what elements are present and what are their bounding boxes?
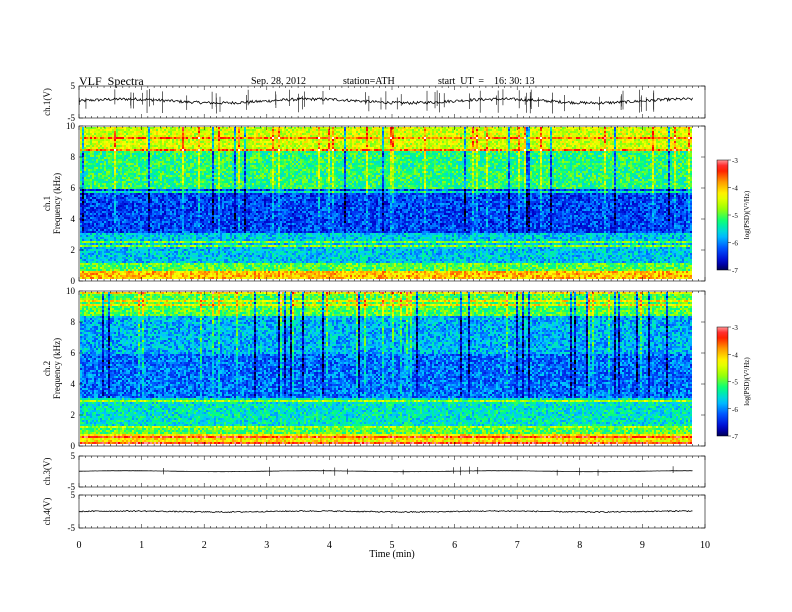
x-tick-label: 1 [139, 540, 144, 551]
y-tick-label: 0 [71, 276, 76, 286]
ch1-spectrogram-ylabel: Frequency (kHz) [52, 173, 62, 234]
ch3-trace [78, 470, 693, 473]
y-tick-label: 8 [71, 152, 76, 162]
colorbar-tick-label: -3 [732, 157, 738, 165]
y-tick-label: 8 [71, 317, 76, 327]
ch4-ylabel: ch.4(V) [42, 498, 52, 526]
colorbar-2 [716, 326, 729, 437]
ch2-spectrogram-image [80, 292, 692, 444]
y-tick-label: 5 [71, 490, 76, 500]
x-tick-label: 6 [452, 540, 457, 551]
colorbar-tick-label: -4 [732, 185, 738, 193]
colorbar-tick-label: -7 [732, 267, 738, 275]
y-tick-label: 2 [71, 245, 76, 255]
x-tick-label: 3 [264, 540, 269, 551]
x-tick-label: 5 [390, 540, 395, 551]
colorbar-label: log(PSD)(V²/Hz) [743, 357, 751, 406]
x-tick-label: 2 [202, 540, 207, 551]
colorbar-tick-label: -5 [732, 212, 738, 220]
figure-title: VLF Spectra [79, 74, 144, 88]
x-axis-label: Time (min) [369, 549, 414, 560]
station-label: station=ATH [343, 76, 395, 87]
start-time-label: start UT = 16: 30: 13 [438, 76, 535, 87]
ch1-ylabel: ch.1(V) [42, 88, 52, 116]
colorbar-label: log(PSD)(V²/Hz) [743, 190, 751, 239]
y-tick-label: 4 [71, 214, 76, 224]
ch4-trace [78, 509, 693, 513]
y-tick-label: 10 [66, 121, 76, 131]
x-tick-label: 10 [700, 540, 710, 551]
ch1-spectrogram-frame [78, 125, 706, 282]
y-tick-label: 10 [66, 286, 76, 296]
colorbar-tick-label: -7 [732, 433, 738, 441]
ch2-spectrogram-ylabel: ch.2 [42, 361, 52, 376]
y-tick-label: 5 [71, 81, 76, 91]
x-tick-label: 8 [577, 540, 582, 551]
colorbar-1 [716, 159, 729, 271]
ch1-spectrogram-image [80, 127, 692, 279]
ch1-frame [78, 85, 706, 119]
y-tick-label: 6 [71, 348, 76, 358]
x-tick-label: 0 [77, 540, 82, 551]
colorbar-tick-label: -5 [732, 379, 738, 387]
y-tick-label: -5 [68, 523, 76, 533]
y-tick-label: 5 [71, 451, 76, 461]
ch2-spectrogram-ylabel: Frequency (kHz) [52, 338, 62, 399]
colorbar-tick-label: -4 [732, 351, 738, 359]
y-tick-label: -5 [68, 482, 76, 492]
y-tick-label: 0 [71, 441, 76, 451]
colorbar-tick-label: -3 [732, 324, 738, 332]
colorbar-tick-label: -6 [732, 240, 738, 248]
x-tick-label: 7 [515, 540, 520, 551]
x-tick-label: 4 [327, 540, 332, 551]
date-label: Sep. 28, 2012 [251, 76, 306, 87]
y-tick-label: 6 [71, 183, 76, 193]
y-tick-label: 2 [71, 410, 76, 420]
x-tick-label: 9 [640, 540, 645, 551]
ch3-ylabel: ch.3(V) [42, 458, 52, 486]
ch2-spectrogram-frame [78, 290, 706, 447]
colorbar-tick-label: -6 [732, 406, 738, 414]
y-tick-label: -5 [68, 113, 76, 123]
y-tick-label: 4 [71, 379, 76, 389]
ch1-spectrogram-ylabel: ch.1 [42, 196, 52, 211]
